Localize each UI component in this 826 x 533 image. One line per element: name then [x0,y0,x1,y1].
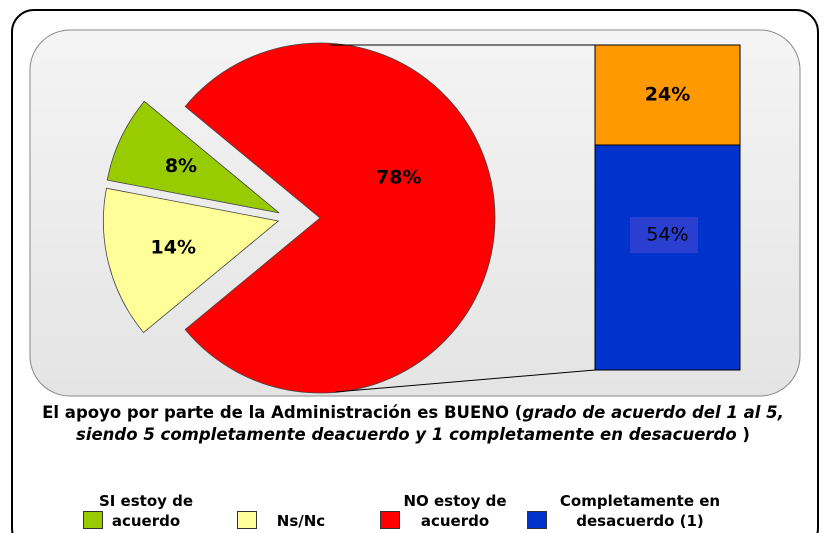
legend-swatch [237,511,257,529]
pie-slice [106,100,280,214]
data-label: 14% [151,236,196,258]
bar-segment [594,144,741,371]
legend-label: Completamente en desacuerdo (1) [559,492,721,530]
connector [334,369,596,393]
legend-swatch [527,511,547,529]
legend-label: SI estoy de acuerdo [98,492,194,530]
title-part: El apoyo por parte de la Administración … [42,403,523,422]
chart-title: El apoyo por parte de la Administración … [20,402,806,446]
title-part: grado de acuerdo del 1 al 5, siendo 5 co… [76,403,784,444]
label-box [630,217,698,253]
data-label: 54% [646,224,688,246]
title-part: ) [736,425,750,444]
data-label: 24% [645,84,690,106]
legend-swatch [380,511,400,529]
legend-label: Ns/Nc [276,512,326,530]
legend-label: NO estoy de acuerdo [403,492,507,530]
pie-slice [102,187,280,334]
data-label: 78% [376,167,421,189]
bar-segment [594,44,741,146]
marks: 8% 14% 78% 24% 54% [102,42,741,394]
pie-slice [184,42,496,394]
data-label: 8% [165,155,197,177]
legend-swatch [83,511,103,529]
